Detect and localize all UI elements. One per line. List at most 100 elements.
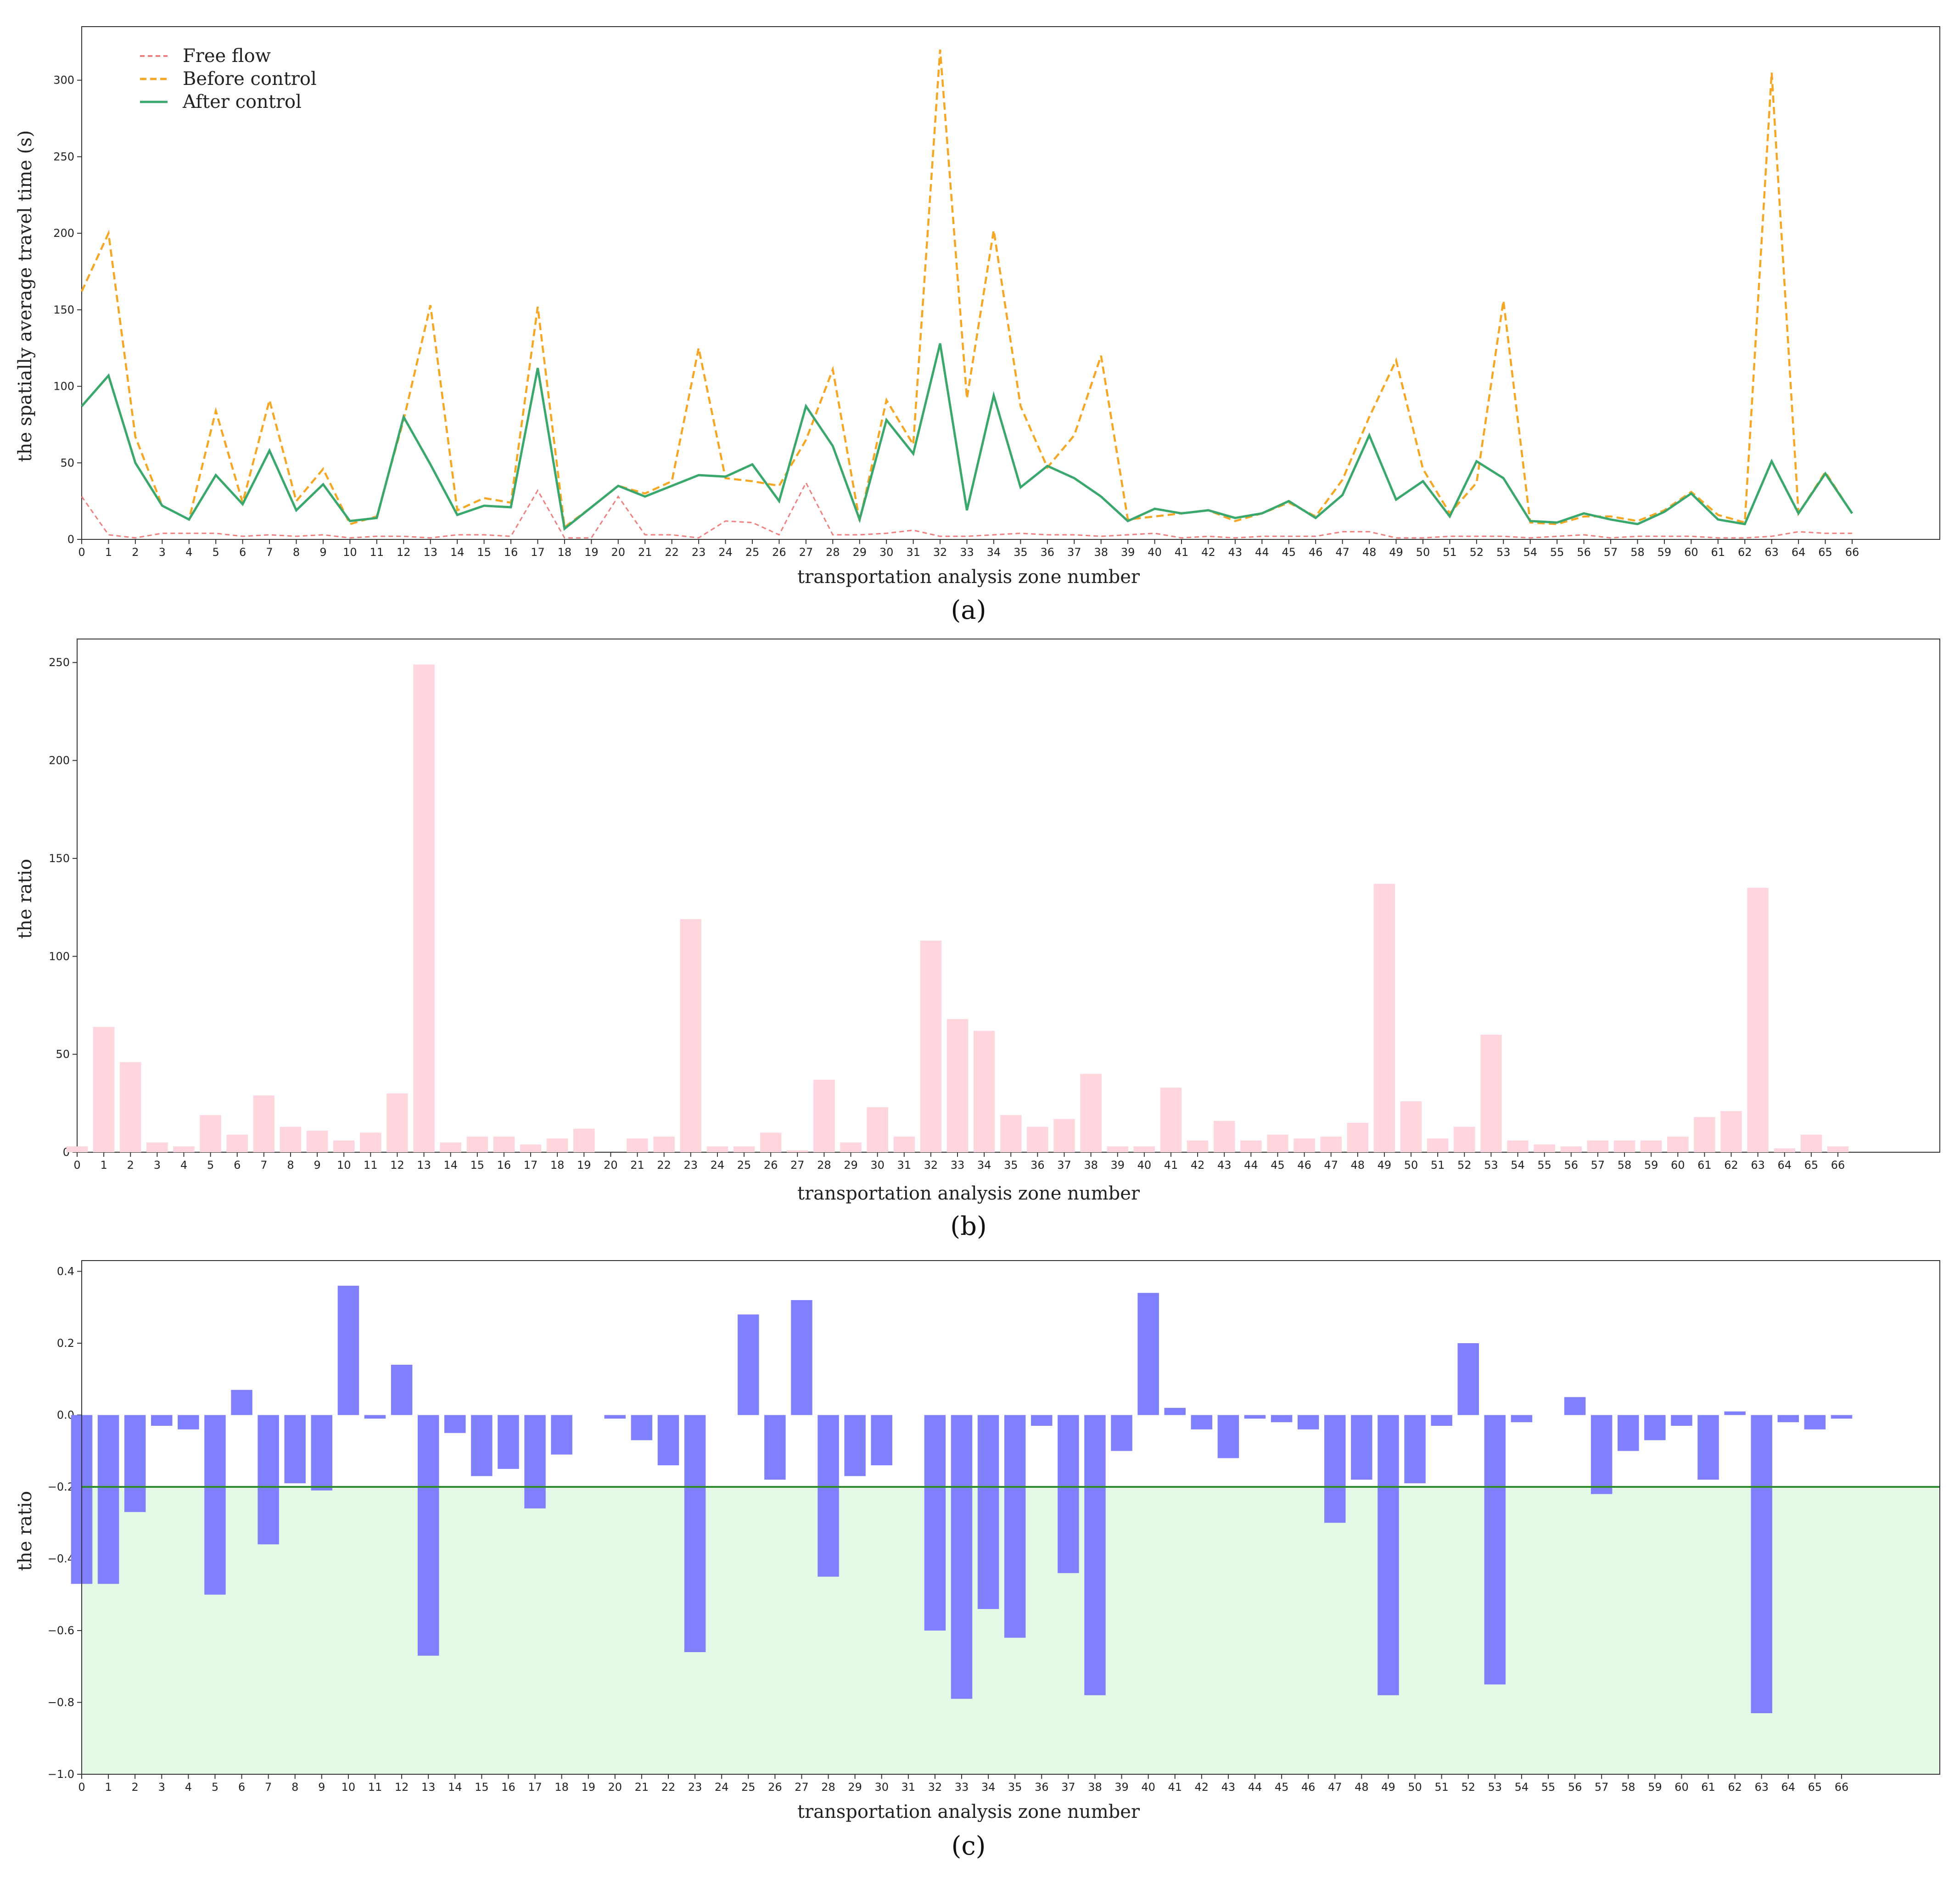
bar (627, 1138, 648, 1152)
panel-a-x-tick-label: 12 (397, 546, 411, 559)
panel-a-x-tick-label: 51 (1443, 546, 1457, 559)
panel-c-x-tick-label: 29 (848, 1781, 862, 1794)
bar (1831, 1415, 1853, 1419)
panel-a-x-tick-label: 19 (584, 546, 599, 559)
panel-c-x-tick-label: 21 (635, 1781, 649, 1794)
panel-a-x-tick-label: 5 (213, 546, 219, 559)
bar (733, 1146, 755, 1152)
panel-a-y-tick-label: 50 (60, 456, 74, 469)
bar (684, 1415, 706, 1652)
panel-c-x-tick-label: 63 (1754, 1781, 1769, 1794)
panel-b-x-tick-label: 10 (337, 1159, 351, 1172)
panel-b-x-tick-label: 28 (817, 1159, 831, 1172)
panel-b-x-tick-label: 13 (417, 1159, 431, 1172)
panel-a-x-tick-label: 56 (1577, 546, 1591, 559)
panel-a-x-tick-label: 30 (879, 546, 894, 559)
panel-a-x-tick-label: 34 (987, 546, 1001, 559)
bar (1187, 1140, 1209, 1152)
panel-b-x-tick-label: 45 (1271, 1159, 1285, 1172)
panel-a-x-tick-label: 8 (293, 546, 300, 559)
panel-c-x-tick-label: 12 (395, 1781, 409, 1794)
bar (1053, 1119, 1075, 1152)
panel-a-x-tick-label: 15 (477, 546, 491, 559)
bar (1347, 1122, 1369, 1152)
bar (258, 1415, 279, 1545)
panel-c-y-tick-label: −0.4 (48, 1552, 74, 1565)
bar (973, 1031, 995, 1152)
panel-a-y-tick-label: 250 (53, 150, 74, 163)
bar (1240, 1140, 1262, 1152)
panel-a-x-tick-label: 62 (1738, 546, 1752, 559)
bar (1774, 1148, 1796, 1152)
panel-a-x-tick-label: 54 (1523, 546, 1537, 559)
bar (440, 1142, 461, 1152)
bar (306, 1131, 328, 1152)
panel-a-x-tick-label: 63 (1764, 546, 1779, 559)
panel-c-x-tick-label: 34 (981, 1781, 996, 1794)
bar (226, 1134, 248, 1152)
panel-b-x-tick-label: 33 (951, 1159, 965, 1172)
panel-a-x-tick-label: 17 (531, 546, 545, 559)
panel-b-x-tick-label: 59 (1644, 1159, 1658, 1172)
bar (631, 1415, 653, 1441)
bar (1613, 1140, 1635, 1152)
panel-b-y-tick-label: 150 (49, 852, 70, 865)
bar (1160, 1088, 1182, 1152)
panel-c-x-tick-label: 46 (1301, 1781, 1316, 1794)
panel-b-x-tick-label: 24 (711, 1159, 725, 1172)
panel-c-x-tick-label: 14 (448, 1781, 462, 1794)
bar (97, 1415, 119, 1584)
bar (200, 1115, 221, 1152)
panel-b-x-tick-label: 32 (924, 1159, 938, 1172)
panel-b-x-tick-label: 4 (180, 1159, 187, 1172)
panel-b-x-tick-label: 19 (577, 1159, 591, 1172)
panel-a-x-tick-label: 21 (638, 546, 652, 559)
legend: Free flow Before control After control (140, 45, 317, 112)
bar (1640, 1140, 1662, 1152)
bar (946, 1019, 969, 1152)
panel-a-x-tick-label: 58 (1630, 546, 1645, 559)
panel-b-x-tick-label: 8 (287, 1159, 294, 1172)
panel-c-x-tick-label: 59 (1648, 1781, 1662, 1794)
bar (146, 1142, 168, 1152)
panel-a-x-tick-label: 46 (1309, 546, 1323, 559)
panel-a-y-tick-label: 300 (53, 74, 74, 87)
panel-c-x-tick-label: 52 (1461, 1781, 1475, 1794)
legend-after-control-label: After control (182, 91, 302, 112)
panel-a-x-tick-label: 20 (611, 546, 626, 559)
bar (337, 1285, 359, 1415)
panel-c-x-tick-label: 55 (1541, 1781, 1556, 1794)
bar (787, 1150, 808, 1152)
panel-a-x-tick-label: 3 (159, 546, 166, 559)
bar (1751, 1415, 1772, 1713)
bar (977, 1415, 999, 1609)
bar (844, 1415, 866, 1476)
bar (1213, 1121, 1235, 1152)
bar (1137, 1293, 1159, 1415)
bar (653, 1136, 675, 1152)
bar (284, 1415, 306, 1484)
panel-a-x-tick-label: 38 (1094, 546, 1108, 559)
panel-a-x-tick-label: 39 (1121, 546, 1135, 559)
panel-c-x-tick-label: 0 (78, 1781, 85, 1794)
bar (1827, 1146, 1849, 1152)
bar (1004, 1415, 1026, 1638)
panel-c-y-tick-label: −0.6 (48, 1624, 74, 1637)
bar (840, 1142, 862, 1152)
bar (604, 1415, 626, 1419)
panel-b-x-tick-label: 35 (1004, 1159, 1018, 1172)
panel-c-x-tick-label: 32 (928, 1781, 942, 1794)
panel-b-x-tick-label: 39 (1110, 1159, 1125, 1172)
panel-b-x-tick-label: 47 (1324, 1159, 1338, 1172)
panel-a-x-axis-label: transportation analysis zone number (797, 566, 1140, 588)
panel-b-y-tick-label: 200 (49, 754, 70, 767)
panel-c-x-tick-label: 56 (1568, 1781, 1582, 1794)
panel-c-x-tick-label: 1 (105, 1781, 112, 1794)
panel-a-x-tick-label: 2 (132, 546, 139, 559)
panel-c-x-tick-label: 44 (1248, 1781, 1262, 1794)
panel-a-x-tick-label: 32 (933, 546, 947, 559)
bar (498, 1415, 519, 1469)
bar (360, 1132, 381, 1152)
panel-c-x-tick-label: 13 (421, 1781, 436, 1794)
bar (231, 1390, 252, 1415)
